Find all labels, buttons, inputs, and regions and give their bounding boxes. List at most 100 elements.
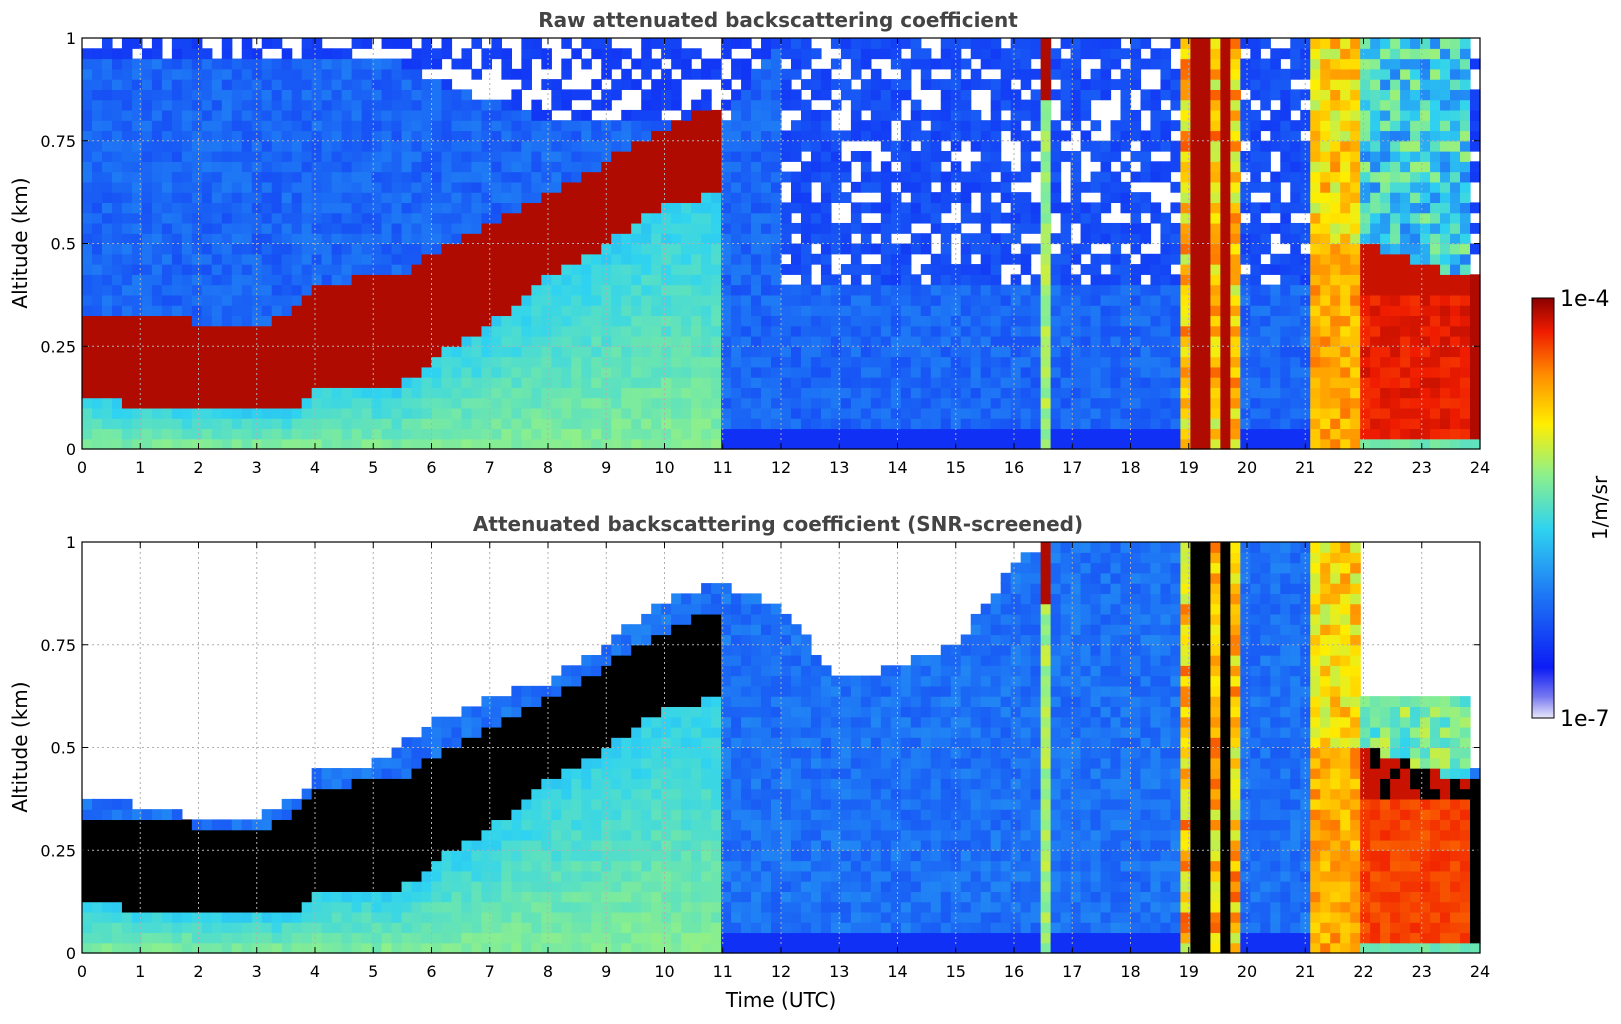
- heat-cell: [611, 305, 622, 317]
- heat-cell: [361, 438, 373, 450]
- heat-cell: [1360, 151, 1371, 162]
- heat-cell: [421, 48, 433, 60]
- heat-cell: [1160, 253, 1172, 265]
- heat-cell: [341, 397, 353, 409]
- heat-cell: [151, 192, 163, 204]
- heat-cell: [1390, 89, 1401, 101]
- heat-cell: [781, 387, 792, 399]
- heat-cell: [471, 68, 483, 80]
- heat-cell: [491, 212, 502, 224]
- heat-cell: [481, 233, 493, 245]
- heat-cell: [151, 264, 163, 275]
- heat-cell: [421, 243, 433, 255]
- heat-cell: [451, 171, 463, 183]
- heat-cell: [1250, 202, 1261, 214]
- heat-cell: [1250, 212, 1261, 224]
- heat-cell: [571, 428, 582, 440]
- heat-cell: [111, 356, 123, 368]
- heat-cell: [1130, 120, 1142, 132]
- heat-cell: [1020, 397, 1032, 409]
- heat-cell: [1140, 438, 1152, 450]
- heat-cell: [351, 202, 363, 214]
- heat-cell: [481, 335, 493, 347]
- heat-cell: [641, 202, 652, 214]
- heat-cell: [820, 428, 832, 440]
- heat-cell: [1220, 264, 1231, 275]
- heat-cell: [960, 325, 972, 337]
- heat-cell: [311, 407, 323, 419]
- heat-cell: [121, 305, 133, 317]
- heat-cell: [111, 202, 123, 214]
- heat-cell: [1370, 171, 1381, 183]
- heat-cell: [461, 161, 473, 173]
- heat-cell: [281, 356, 293, 368]
- heat-cell: [1340, 120, 1351, 132]
- heat-cell: [711, 397, 722, 409]
- heat-cell: [1150, 284, 1162, 296]
- heat-cell: [1260, 233, 1271, 245]
- heat-cell: [950, 140, 962, 152]
- heat-cell: [1180, 305, 1192, 317]
- heat-cell: [341, 305, 353, 317]
- heat-cell: [940, 366, 952, 378]
- heat-cell: [111, 274, 123, 286]
- heat-cell: [1150, 48, 1162, 60]
- heat-cell: [351, 181, 363, 193]
- heat-cell: [1310, 305, 1321, 317]
- heat-cell: [1020, 68, 1032, 80]
- heat-cell: [741, 181, 752, 193]
- heat-cell: [1290, 151, 1301, 162]
- heat-col: [1020, 38, 1032, 450]
- heat-cell: [671, 397, 682, 409]
- heat-cell: [581, 418, 592, 430]
- heat-cell: [920, 79, 932, 90]
- heat-cell: [980, 428, 992, 440]
- heat-cell: [1390, 305, 1401, 317]
- heat-cell: [1090, 325, 1102, 337]
- heat-cell: [1210, 428, 1221, 440]
- heat-cell: [451, 212, 463, 224]
- heat-cell: [870, 38, 882, 49]
- heat-cell: [311, 397, 323, 409]
- heat-cell: [1010, 315, 1022, 327]
- heat-cell: [131, 438, 143, 450]
- heat-cell: [920, 407, 932, 419]
- heat-cell: [731, 315, 742, 327]
- heat-cell: [1090, 305, 1102, 317]
- heat-cell: [291, 418, 303, 430]
- heat-cell: [491, 120, 502, 132]
- heat-cell: [531, 346, 542, 358]
- heat-cell: [531, 438, 542, 450]
- heat-cell: [541, 222, 552, 234]
- heat-cell: [1050, 253, 1062, 265]
- heat-cell: [920, 377, 932, 388]
- heat-cell: [790, 202, 802, 214]
- heat-cell: [541, 284, 552, 296]
- heat-cell: [281, 407, 293, 419]
- heat-cell: [771, 346, 782, 358]
- heat-cell: [810, 366, 822, 378]
- heat-cell: [741, 38, 752, 49]
- heat-cell: [121, 428, 133, 440]
- heat-cell: [641, 233, 652, 245]
- heat-cell: [771, 120, 782, 132]
- heat-cell: [401, 428, 413, 440]
- heat-cell: [1320, 284, 1331, 296]
- heat-cell: [1270, 79, 1281, 90]
- heat-cell: [880, 38, 892, 49]
- heat-cell: [661, 428, 672, 440]
- heat-cell: [771, 140, 782, 152]
- heat-cell: [251, 192, 263, 204]
- heat-col: [281, 48, 293, 450]
- heat-cell: [1380, 58, 1391, 70]
- heat-cell: [141, 79, 153, 90]
- heat-cell: [1160, 212, 1172, 224]
- heat-cell: [581, 181, 592, 193]
- heat-cell: [241, 418, 253, 430]
- heat-cell: [501, 315, 512, 327]
- heat-cell: [391, 130, 403, 142]
- heat-cell: [1020, 325, 1032, 337]
- heat-cell: [251, 161, 263, 173]
- heat-cell: [181, 335, 193, 347]
- heat-cell: [820, 109, 832, 121]
